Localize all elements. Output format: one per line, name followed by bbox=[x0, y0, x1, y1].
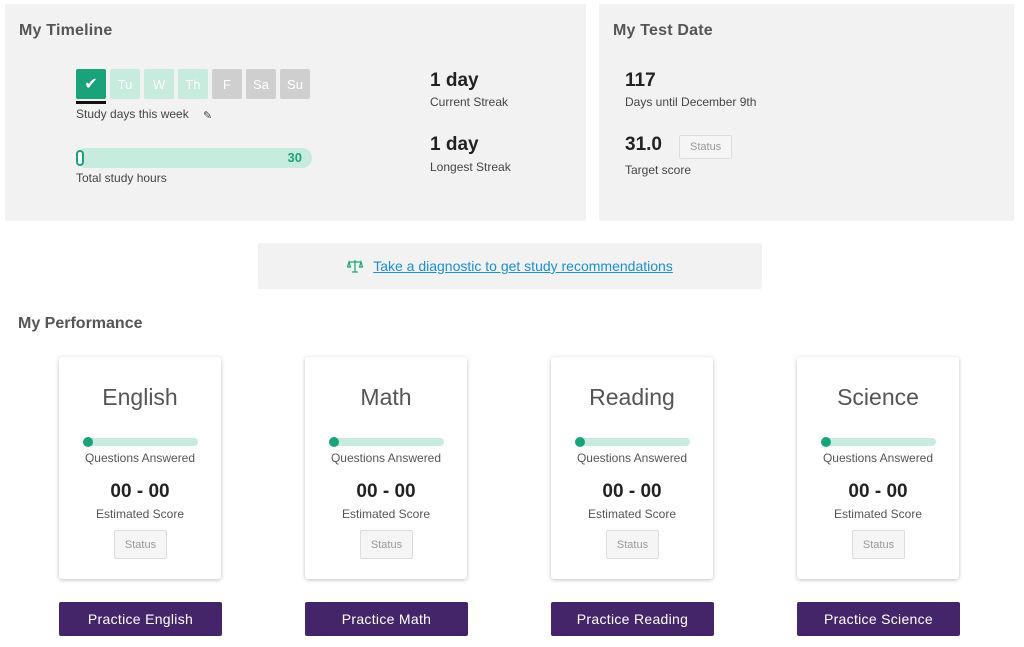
test-date-panel: My Test Date 117 Days until December 9th… bbox=[599, 4, 1014, 221]
day-sunday[interactable]: Su bbox=[280, 69, 310, 99]
practice-math-button[interactable]: Practice Math bbox=[305, 602, 468, 636]
english-card: English Questions Answered 00 - 00 Estim… bbox=[59, 357, 221, 579]
progress-dot bbox=[821, 437, 831, 447]
estimated-score-label: Estimated Score bbox=[95, 507, 185, 521]
target-status-badge: Status bbox=[679, 135, 733, 159]
performance-title: My Performance bbox=[18, 315, 143, 332]
scale-icon bbox=[347, 259, 364, 273]
math-card: Math Questions Answered 00 - 00 Estimate… bbox=[305, 357, 467, 579]
total-study-hours-label: Total study hours bbox=[76, 171, 167, 185]
questions-progress-bar bbox=[329, 437, 444, 447]
status-badge: Status bbox=[360, 530, 413, 559]
estimated-score-label: Estimated Score bbox=[833, 507, 923, 521]
study-hours-knob bbox=[76, 150, 84, 166]
target-score-value: 31.0 bbox=[625, 134, 662, 155]
status-badge: Status bbox=[114, 530, 167, 559]
card-subject: Science bbox=[837, 384, 919, 410]
day-wednesday[interactable]: W bbox=[144, 69, 174, 99]
days-until-value: 117 bbox=[625, 70, 656, 91]
questions-answered-label: Questions Answered bbox=[822, 451, 934, 465]
practice-english-button[interactable]: Practice English bbox=[59, 602, 222, 636]
estimated-score-label: Estimated Score bbox=[341, 507, 431, 521]
progress-dot bbox=[83, 437, 93, 447]
estimated-score-value: 00 - 00 bbox=[356, 481, 416, 502]
practice-reading-button[interactable]: Practice Reading bbox=[551, 602, 714, 636]
questions-answered-label: Questions Answered bbox=[576, 451, 688, 465]
questions-progress-bar bbox=[83, 437, 198, 447]
longest-streak-label: Longest Streak bbox=[430, 160, 511, 174]
take-diagnostic-link[interactable]: Take a diagnostic to get study recommend… bbox=[373, 258, 673, 274]
days-until-label: Days until December 9th bbox=[625, 95, 757, 109]
science-card: Science Questions Answered 00 - 00 Estim… bbox=[797, 357, 959, 579]
study-hours-bar: 30 bbox=[76, 148, 312, 168]
questions-progress-bar bbox=[821, 437, 936, 447]
current-streak-label: Current Streak bbox=[430, 95, 509, 109]
card-subject: English bbox=[102, 384, 178, 410]
day-saturday[interactable]: Sa bbox=[246, 69, 276, 99]
questions-answered-label: Questions Answered bbox=[84, 451, 196, 465]
questions-answered-label: Questions Answered bbox=[330, 451, 442, 465]
card-subject: Math bbox=[360, 384, 412, 410]
today-indicator bbox=[76, 101, 106, 104]
current-streak-value: 1 day bbox=[430, 70, 479, 91]
study-days-row: ✔ Tu W Th F Sa Su bbox=[76, 69, 310, 99]
estimated-score-label: Estimated Score bbox=[587, 507, 677, 521]
status-badge: Status bbox=[852, 530, 905, 559]
day-thursday[interactable]: Th bbox=[178, 69, 208, 99]
timeline-panel: My Timeline ✔ Tu W Th F Sa Su Study days… bbox=[5, 4, 586, 221]
day-monday[interactable]: ✔ bbox=[76, 69, 106, 99]
reading-card: Reading Questions Answered 00 - 00 Estim… bbox=[551, 357, 713, 579]
target-score-label: Target score bbox=[625, 163, 692, 177]
card-subject: Reading bbox=[589, 384, 675, 410]
day-tuesday[interactable]: Tu bbox=[110, 69, 140, 99]
progress-dot bbox=[329, 437, 339, 447]
status-badge: Status bbox=[606, 530, 659, 559]
day-friday[interactable]: F bbox=[212, 69, 242, 99]
progress-dot bbox=[575, 437, 585, 447]
questions-progress-bar bbox=[575, 437, 690, 447]
pencil-icon[interactable]: ✎ bbox=[203, 110, 213, 122]
estimated-score-value: 00 - 00 bbox=[602, 481, 662, 502]
test-date-title: My Test Date bbox=[613, 22, 713, 39]
study-days-label: Study days this week bbox=[76, 107, 189, 121]
study-hours-max: 30 bbox=[287, 150, 302, 165]
practice-science-button[interactable]: Practice Science bbox=[797, 602, 960, 636]
timeline-title: My Timeline bbox=[19, 22, 113, 39]
estimated-score-value: 00 - 00 bbox=[848, 481, 908, 502]
diagnostic-banner: Take a diagnostic to get study recommend… bbox=[258, 243, 762, 289]
longest-streak-value: 1 day bbox=[430, 134, 479, 155]
estimated-score-value: 00 - 00 bbox=[110, 481, 170, 502]
